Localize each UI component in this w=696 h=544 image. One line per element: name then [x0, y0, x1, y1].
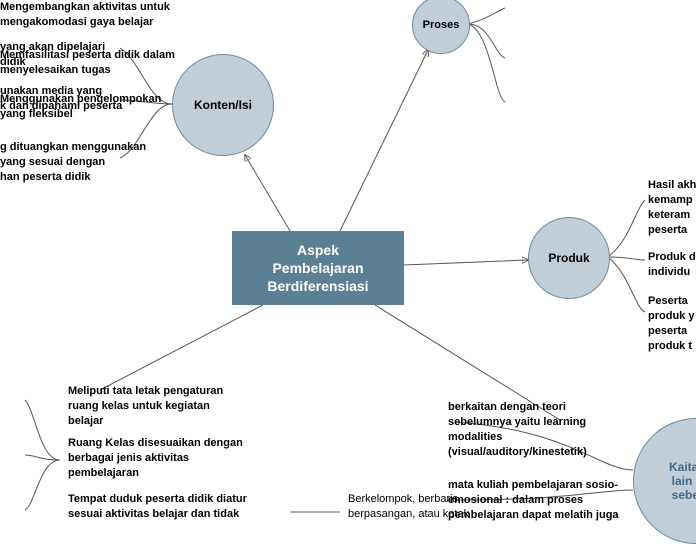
text-produk-1: Hasil akh kemamp keteram peserta — [648, 178, 696, 237]
text-proses-1: Mengembangkan aktivitas untuk mengakomod… — [0, 0, 190, 30]
node-label: Konten/Isi — [194, 98, 252, 112]
text-kaitan-2: mata kuliah pembelajaran sosio- emosiona… — [448, 478, 648, 523]
text-ling-3: Tempat duduk peserta didik diatur sesuai… — [68, 492, 298, 522]
text-kaitan-1: berkaitan dengan teori sebelumnya yaitu … — [448, 400, 638, 459]
node-label: Proses — [423, 19, 460, 31]
central-node: Aspek Pembelajaran Berdiferensiasi — [232, 231, 404, 305]
text-ling-2: Ruang Kelas disesuaikan dengan berbagai … — [68, 436, 278, 481]
node-produk: Produk — [528, 217, 610, 299]
text-konten-3: g dituangkan menggunakan yang sesuai den… — [0, 140, 155, 185]
text-proses-3: Menggunakan pengelompokan yang fleksibel — [0, 92, 190, 122]
node-proses: Proses — [412, 0, 470, 54]
text-produk-3: Peserta produk y peserta produk t — [648, 294, 696, 353]
text-ling-1: Meliputi tata letak pengaturan ruang kel… — [68, 384, 278, 429]
node-label: Produk — [548, 251, 589, 265]
node-label: Kaitan de lain atau sebelum — [669, 460, 696, 502]
text-produk-2: Produk d individu — [648, 250, 696, 280]
text-proses-2: Memfasilitasi peserta didik dalam menyel… — [0, 48, 190, 78]
